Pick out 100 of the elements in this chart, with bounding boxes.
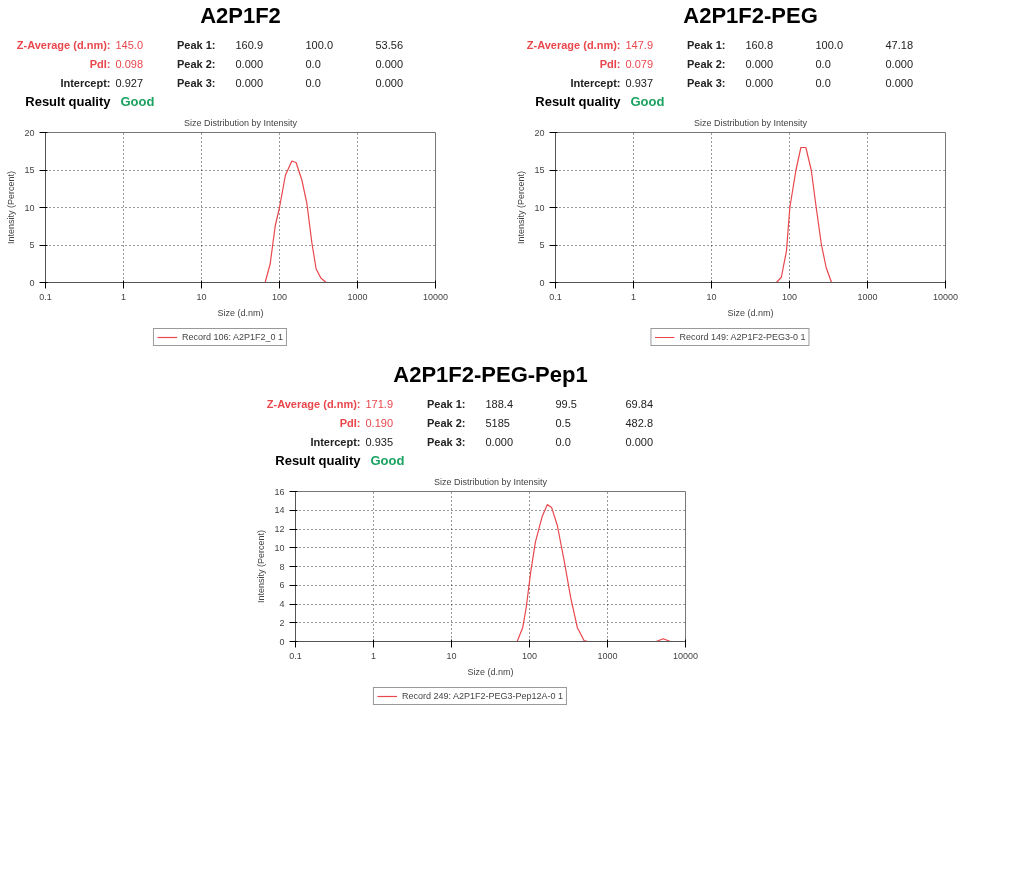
y-tick-label: 0 — [279, 636, 285, 647]
x-tick-label: 0.1 — [549, 291, 562, 302]
text: Peak 1: — [426, 397, 466, 410]
chart-title: Size Distribution by Intensity — [183, 117, 298, 128]
text: 47.18 — [885, 38, 914, 51]
text: Peak 2: — [686, 57, 726, 70]
y-tick-label: 15 — [534, 165, 545, 175]
text: 53.56 — [375, 38, 404, 51]
x-axis-title: Size (d.nm) — [467, 666, 514, 677]
text: Intercept: — [570, 76, 621, 89]
text: 160.8 — [745, 38, 774, 51]
x-tick-label: 10000 — [672, 650, 699, 661]
text: 482.8 — [625, 416, 654, 429]
chart-title: Size Distribution by Intensity — [693, 117, 808, 128]
text: 0.0 — [555, 435, 571, 448]
text: 0.000 — [745, 76, 774, 89]
text: PdI: — [599, 57, 621, 70]
y-tick-label: 15 — [24, 165, 35, 175]
x-axis-title: Size (d.nm) — [217, 307, 264, 318]
y-tick-label: 8 — [279, 561, 285, 572]
y-axis-title: Intensity (Percent) — [256, 529, 267, 604]
text: 0.935 — [365, 435, 394, 448]
text: Result quality — [535, 94, 622, 109]
text: 0.927 — [115, 76, 144, 89]
x-tick-label: 10000 — [932, 291, 959, 302]
y-tick-label: 20 — [534, 127, 545, 138]
text: 0.0 — [305, 76, 321, 89]
text: A2P1F2-PEG — [683, 3, 818, 28]
y-tick-label: 4 — [279, 599, 285, 609]
text: Peak 2: — [426, 416, 466, 429]
legend-label: Record 249: A2P1F2-PEG3-Pep12A-0 1 — [401, 691, 564, 701]
y-tick-label: 14 — [274, 505, 285, 516]
x-tick-label: 100 — [521, 650, 538, 661]
text: Peak 1: — [176, 38, 216, 51]
x-tick-label: 1 — [371, 650, 377, 661]
text: Good — [120, 94, 155, 109]
chart-title: Size Distribution by Intensity — [433, 476, 548, 487]
y-axis-title: Intensity (Percent) — [516, 170, 527, 245]
text: 69.84 — [625, 397, 654, 410]
y-tick-label: 6 — [279, 580, 285, 591]
text: Z-Average (d.nm): — [266, 397, 361, 410]
text: A2P1F2-PEG-Pep1 — [393, 362, 588, 387]
legend-label: Record 149: A2P1F2-PEG3-0 1 — [679, 332, 806, 342]
text: Peak 3: — [176, 76, 216, 89]
y-tick-label: 16 — [274, 486, 285, 497]
text: 0.000 — [375, 76, 404, 89]
text: 171.9 — [365, 397, 394, 410]
text: 145.0 — [115, 38, 144, 51]
text: Intercept: — [60, 76, 111, 89]
text: Good — [370, 453, 405, 468]
x-tick-label: 100 — [271, 291, 288, 302]
text: 0.0 — [815, 76, 831, 89]
text: Good — [630, 94, 665, 109]
text: 0.5 — [555, 416, 571, 429]
x-tick-label: 1000 — [597, 650, 618, 661]
text: PdI: — [339, 416, 361, 429]
text: Result quality — [25, 94, 112, 109]
text: 0.190 — [365, 416, 394, 429]
text: 0.079 — [625, 57, 654, 70]
text: 0.000 — [235, 57, 264, 70]
x-tick-label: 10 — [196, 291, 207, 302]
x-tick-label: 0.1 — [289, 650, 302, 661]
x-axis-title: Size (d.nm) — [727, 307, 774, 318]
text: 0.000 — [885, 57, 914, 70]
x-tick-label: 1000 — [347, 291, 368, 302]
text: 0.000 — [745, 57, 774, 70]
text: Peak 2: — [176, 57, 216, 70]
text: 0.0 — [305, 57, 321, 70]
text: 160.9 — [235, 38, 264, 51]
text: 100.0 — [305, 38, 334, 51]
text: 0.000 — [485, 435, 514, 448]
text: PdI: — [89, 57, 111, 70]
text: Peak 3: — [426, 435, 466, 448]
text: 0.0 — [815, 57, 831, 70]
x-tick-label: 10 — [706, 291, 717, 302]
y-tick-label: 12 — [274, 524, 285, 534]
text: 99.5 — [555, 397, 577, 410]
text: Peak 3: — [686, 76, 726, 89]
text: 0.000 — [235, 76, 264, 89]
text: Result quality — [275, 453, 362, 468]
y-axis-title: Intensity (Percent) — [6, 170, 17, 245]
y-tick-label: 10 — [274, 542, 285, 553]
text: 0.000 — [375, 57, 404, 70]
x-tick-label: 10 — [446, 650, 457, 661]
x-tick-label: 100 — [781, 291, 798, 302]
text: 0.000 — [885, 76, 914, 89]
y-tick-label: 10 — [24, 202, 35, 213]
x-tick-label: 10000 — [422, 291, 449, 302]
text: 0.098 — [115, 57, 144, 70]
legend-label: Record 106: A2P1F2_0 1 — [181, 332, 284, 342]
x-tick-label: 1 — [631, 291, 637, 302]
text: 5185 — [485, 416, 510, 429]
y-tick-label: 10 — [534, 202, 545, 213]
y-tick-label: 5 — [539, 240, 545, 250]
text: Intercept: — [310, 435, 361, 448]
text: Z-Average (d.nm): — [526, 38, 621, 51]
text: 188.4 — [485, 397, 514, 410]
y-tick-label: 20 — [24, 127, 35, 138]
text: 0.937 — [625, 76, 654, 89]
text: A2P1F2 — [200, 3, 281, 28]
